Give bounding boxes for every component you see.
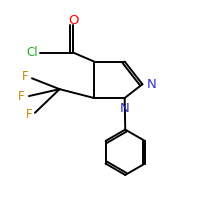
Text: O: O: [68, 14, 79, 27]
Text: N: N: [120, 102, 130, 115]
Text: F: F: [18, 90, 25, 103]
Text: F: F: [26, 108, 32, 121]
Text: N: N: [147, 78, 157, 91]
Text: F: F: [22, 70, 28, 83]
Text: Cl: Cl: [26, 46, 38, 59]
